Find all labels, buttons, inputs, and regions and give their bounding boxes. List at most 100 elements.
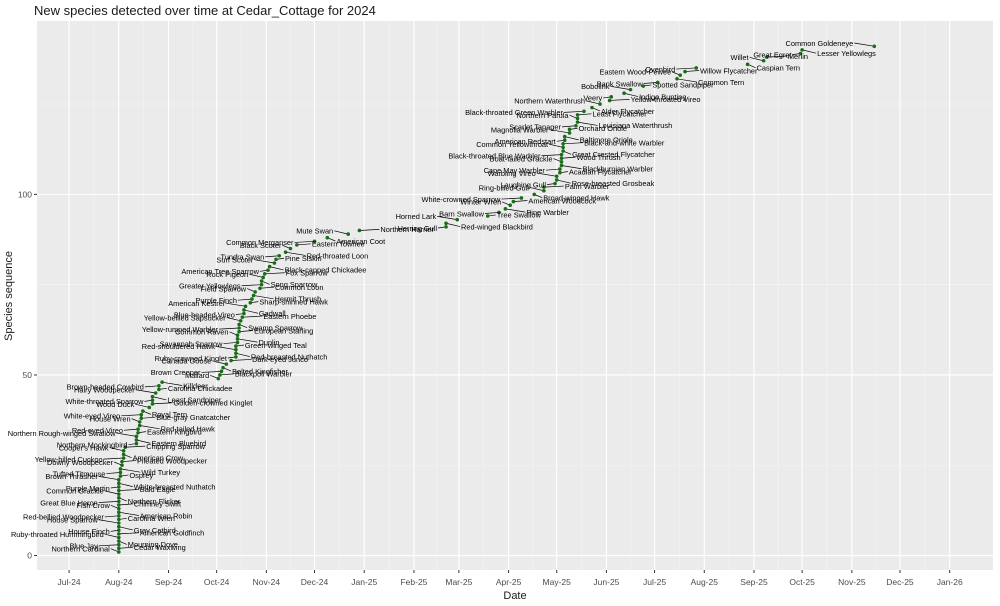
label-leader xyxy=(118,489,139,491)
label-leader xyxy=(513,200,528,202)
species-point xyxy=(641,84,646,88)
species-point xyxy=(274,257,278,262)
species-point xyxy=(117,521,121,525)
species-label: Winter Wren xyxy=(460,198,501,207)
label-leader xyxy=(98,476,119,481)
species-point xyxy=(872,44,877,49)
species-point xyxy=(235,337,240,341)
label-leader xyxy=(359,229,380,231)
species-point xyxy=(118,474,123,478)
species-point xyxy=(258,286,262,291)
species-point xyxy=(554,178,559,182)
species-point xyxy=(117,514,121,518)
species-label: Dunlin xyxy=(259,338,280,347)
species-point xyxy=(532,192,537,197)
species-label: Field Sparrow xyxy=(201,284,247,293)
label-leader xyxy=(139,425,160,430)
species-label: Eastern Kingbird xyxy=(147,427,202,436)
label-leader xyxy=(802,49,817,54)
label-leader xyxy=(135,403,150,408)
species-point xyxy=(137,423,142,428)
species-label: Pine Siskin xyxy=(285,254,322,263)
x-tick-label: Dec-24 xyxy=(301,577,329,587)
label-leader xyxy=(144,385,159,388)
species-point xyxy=(117,477,121,482)
y-tick-label: 0 xyxy=(27,551,32,561)
species-label: Tree Swallow xyxy=(497,211,542,220)
species-point xyxy=(234,351,238,356)
label-leader xyxy=(285,251,306,256)
species-point xyxy=(117,481,121,486)
species-point xyxy=(325,235,330,240)
species-point xyxy=(558,167,562,171)
species-point xyxy=(150,394,155,399)
species-label: Ring-billed Gull xyxy=(479,183,529,192)
species-point xyxy=(272,261,277,265)
label-leader xyxy=(152,402,173,405)
species-label: Willet xyxy=(731,53,749,62)
species-label: Purple Martin xyxy=(66,484,110,493)
label-leader xyxy=(237,338,258,343)
label-leader xyxy=(505,208,526,213)
species-label: Eastern Bluebird xyxy=(151,439,206,448)
species-point xyxy=(117,528,121,533)
species-label: Greater Yellowlegs xyxy=(179,282,241,291)
species-point xyxy=(761,58,766,63)
species-point xyxy=(117,492,121,496)
species-label: Blackburnian Warbler xyxy=(583,165,654,174)
label-leader xyxy=(294,240,315,243)
species-label: Acadian Flycatcher xyxy=(569,167,632,176)
label-leader xyxy=(334,230,349,235)
species-point xyxy=(139,412,144,417)
species-point xyxy=(118,467,123,471)
species-point xyxy=(117,542,121,547)
label-leader xyxy=(561,156,576,159)
species-label: Bank Swallow xyxy=(597,79,644,88)
species-labels: Northern Cardinal Cedar Waxwing Blue Jay Mo… xyxy=(8,39,876,554)
species-point xyxy=(235,333,240,338)
label-leader xyxy=(162,381,183,386)
species-point xyxy=(134,441,139,446)
x-tick-label: Aug-24 xyxy=(105,577,133,587)
species-point xyxy=(562,134,567,139)
species-point xyxy=(147,405,152,410)
species-label: Cooper's Hawk xyxy=(59,443,109,452)
species-point xyxy=(117,499,121,504)
label-leader xyxy=(98,519,119,524)
label-leader xyxy=(212,360,227,365)
major-gridlines xyxy=(37,21,993,570)
species-point xyxy=(248,300,253,305)
species-point xyxy=(444,225,448,229)
label-leader xyxy=(201,370,222,373)
species-point xyxy=(235,340,240,345)
label-leader xyxy=(109,447,124,452)
species-label: Rock Pigeon xyxy=(206,270,248,279)
label-leader xyxy=(437,216,458,220)
species-label: Yellow-rumped Warbler xyxy=(142,325,219,334)
species-point xyxy=(134,438,139,442)
x-tick-label: Nov-24 xyxy=(253,577,281,587)
species-label: Chipping Sparrow xyxy=(146,442,205,451)
species-label: Orchard Oriole xyxy=(579,124,627,133)
data-points xyxy=(117,44,877,554)
species-point xyxy=(117,495,121,500)
species-point xyxy=(609,95,614,99)
label-leader xyxy=(253,295,274,300)
species-point xyxy=(250,297,254,301)
species-point xyxy=(582,109,586,114)
label-leader xyxy=(563,142,584,145)
species-label: Downy Woodpecker xyxy=(47,458,114,467)
species-label: Golden-crowned Kinglet xyxy=(173,399,252,408)
species-label: Red-throated Loon xyxy=(307,251,369,260)
species-point xyxy=(574,123,578,128)
species-point xyxy=(485,214,490,218)
label-leader xyxy=(676,78,698,83)
x-tick-label: Oct-25 xyxy=(789,577,815,587)
label-leader xyxy=(235,352,250,357)
species-point xyxy=(240,315,245,319)
species-point xyxy=(800,48,804,52)
label-leader xyxy=(541,154,562,157)
label-leader xyxy=(219,373,234,376)
label-leader xyxy=(118,511,139,516)
label-leader xyxy=(585,100,601,105)
